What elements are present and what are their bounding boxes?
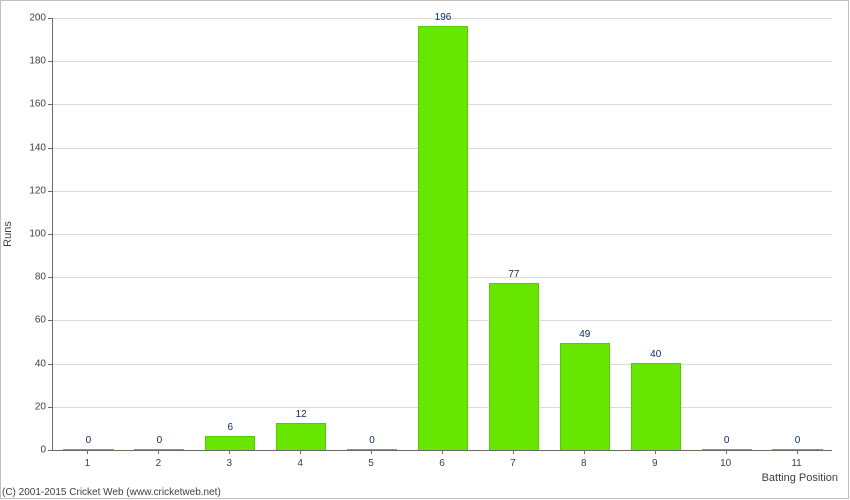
- chart-container: 0204060801001201401601802000102631240519…: [0, 0, 850, 500]
- x-tick-label: 4: [297, 450, 303, 469]
- x-tick-label: 1: [85, 450, 91, 469]
- bar-value-label: 0: [724, 435, 730, 450]
- bar-value-label: 49: [579, 329, 590, 344]
- bar: 40: [631, 363, 681, 450]
- x-tick-label: 7: [510, 450, 516, 469]
- x-tick-label: 5: [368, 450, 374, 469]
- copyright-text: (C) 2001-2015 Cricket Web (www.cricketwe…: [2, 487, 221, 498]
- bar-value-label: 0: [369, 435, 375, 450]
- bar-value-label: 12: [296, 409, 307, 424]
- plot-area: 0204060801001201401601802000102631240519…: [52, 18, 832, 450]
- bar-value-label: 6: [227, 422, 233, 437]
- bar-value-label: 40: [650, 349, 661, 364]
- x-tick-label: 3: [226, 450, 232, 469]
- bar: 196: [418, 26, 468, 450]
- x-tick-label: 8: [581, 450, 587, 469]
- bar: 49: [560, 343, 610, 450]
- x-tick-label: 9: [652, 450, 658, 469]
- x-tick-label: 6: [439, 450, 445, 469]
- bar-value-label: 0: [795, 435, 801, 450]
- x-tick-label: 2: [156, 450, 162, 469]
- bar: 6: [205, 436, 255, 450]
- bar-value-label: 196: [435, 12, 452, 27]
- y-axis-line: [52, 18, 53, 450]
- y-axis-title: Runs: [2, 221, 14, 247]
- x-tick-label: 11: [791, 450, 801, 469]
- bar: 77: [489, 283, 539, 450]
- bar-value-label: 0: [157, 435, 163, 450]
- x-axis-title: Batting Position: [762, 472, 838, 484]
- x-tick-label: 10: [720, 450, 731, 469]
- bar: 12: [276, 423, 326, 450]
- bar-value-label: 77: [508, 269, 519, 284]
- bar-value-label: 0: [86, 435, 92, 450]
